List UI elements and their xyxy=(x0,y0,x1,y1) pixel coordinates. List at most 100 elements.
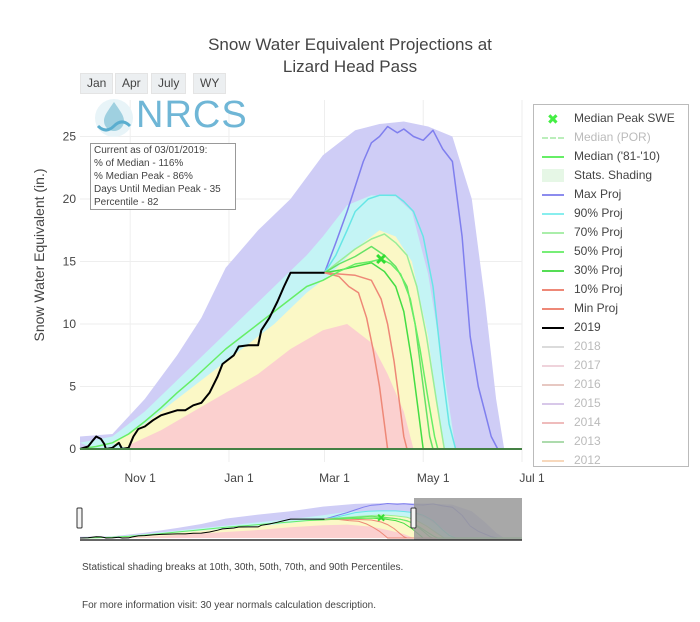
legend-swatch xyxy=(542,346,564,348)
x-tick-label: Jul 1 xyxy=(519,471,545,485)
logo-text: NRCS xyxy=(136,94,248,136)
info-line-pct-median: % of Median - 116% xyxy=(94,158,184,169)
legend-swatch xyxy=(542,403,564,405)
range-button-apr[interactable]: Apr xyxy=(115,73,148,94)
legend-swatch xyxy=(542,270,564,272)
current-conditions-box: Current as of 03/01/2019: % of Median - … xyxy=(90,143,236,210)
legend-item[interactable]: 2019 xyxy=(534,318,684,337)
info-line-pct-median-peak: % Median Peak - 86% xyxy=(94,171,193,182)
legend-item[interactable]: ✖ Median Peak SWE xyxy=(534,109,684,128)
legend-item[interactable]: 2015 xyxy=(534,394,684,413)
y-tick-label: 25 xyxy=(63,130,77,144)
series-30-proj[interactable] xyxy=(324,262,523,450)
legend-label: 50% Proj xyxy=(574,244,623,258)
legend-item[interactable]: 2013 xyxy=(534,432,684,451)
legend-label: 30% Proj xyxy=(574,263,623,277)
legend-swatch xyxy=(542,289,564,291)
range-button-jan[interactable]: Jan xyxy=(80,73,114,94)
y-tick-label: 0 xyxy=(69,442,76,456)
x-tick-label: Jan 1 xyxy=(224,471,254,485)
legend-label: Median (POR) xyxy=(574,130,651,144)
legend-item[interactable]: Stats. Shading xyxy=(534,166,684,185)
range-slider-left-handle[interactable] xyxy=(76,507,83,529)
median-peak-marker[interactable] xyxy=(376,253,387,265)
legend-swatch xyxy=(542,137,564,139)
legend-swatch xyxy=(542,169,564,182)
x-tick-label: Mar 1 xyxy=(319,471,350,485)
legend-label: 90% Proj xyxy=(574,206,623,220)
legend-item[interactable]: 2017 xyxy=(534,356,684,375)
chart-title-line2: Lizard Head Pass xyxy=(282,57,418,76)
legend-item[interactable]: 30% Proj xyxy=(534,261,684,280)
range-button-wy[interactable]: WY xyxy=(193,73,227,94)
info-line-days-until-peak: Days Until Median Peak - 35 xyxy=(94,184,221,195)
slider-series-min-proj xyxy=(324,518,522,539)
y-tick-label: 10 xyxy=(63,317,77,331)
chart-title: Snow Water Equivalent Projections at Liz… xyxy=(0,34,700,78)
slider-series-2019 xyxy=(79,518,325,539)
legend-item[interactable]: 70% Proj xyxy=(534,223,684,242)
chart-title-line1: Snow Water Equivalent Projections at xyxy=(208,35,492,54)
legend-label: 2017 xyxy=(574,358,601,372)
series-max-proj[interactable] xyxy=(323,125,523,450)
legend-label: 2018 xyxy=(574,339,601,353)
legend-swatch xyxy=(542,232,564,234)
legend-item[interactable]: Median ('81-'10) xyxy=(534,147,684,166)
slider-series-10-proj xyxy=(324,518,522,539)
range-slider-right-handle[interactable] xyxy=(410,507,417,529)
legend-swatch xyxy=(542,194,564,196)
legend-item[interactable]: 2012 xyxy=(534,451,684,470)
x-tick-label: Nov 1 xyxy=(125,471,157,485)
shading-bands xyxy=(80,121,505,449)
footnote-more-info[interactable]: For more information visit: 30 year norm… xyxy=(82,600,377,611)
legend-item[interactable]: 2018 xyxy=(534,337,684,356)
slider-median-peak-marker xyxy=(377,513,385,522)
legend-label: 2019 xyxy=(574,320,601,334)
legend-swatch xyxy=(542,156,564,158)
legend-label: 2016 xyxy=(574,377,601,391)
y-axis-label: Snow Water Equivalent (in.) xyxy=(31,169,47,342)
legend-label: 2015 xyxy=(574,396,601,410)
legend-swatch xyxy=(542,213,564,215)
legend-label: 2012 xyxy=(574,453,601,467)
legend-item[interactable]: 2016 xyxy=(534,375,684,394)
legend-label: Median Peak SWE xyxy=(574,111,675,125)
series-median-81-10-[interactable] xyxy=(79,258,522,450)
legend-label: Median ('81-'10) xyxy=(574,149,660,163)
chart-legend: ✖ Median Peak SWE Median (POR) Median ('81-… xyxy=(533,104,689,467)
nrcs-logo: NRCS xyxy=(92,94,247,140)
legend-label: Min Proj xyxy=(574,301,619,315)
range-slider[interactable] xyxy=(76,498,522,541)
legend-item[interactable]: 50% Proj xyxy=(534,242,684,261)
range-slider-mask xyxy=(414,498,522,540)
x-tick-label: May 1 xyxy=(417,471,450,485)
legend-item[interactable]: Max Proj xyxy=(534,185,684,204)
legend-item[interactable]: Median (POR) xyxy=(534,128,684,147)
legend-item[interactable]: Min Proj xyxy=(534,299,684,318)
series-10-proj[interactable] xyxy=(324,272,523,450)
y-tick-label: 5 xyxy=(69,380,76,394)
series-70-proj[interactable] xyxy=(324,233,523,450)
series-min-proj[interactable] xyxy=(324,272,523,450)
range-button-july[interactable]: July xyxy=(151,73,187,94)
legend-swatch xyxy=(542,251,564,253)
legend-label: Max Proj xyxy=(574,187,622,201)
legend-label: 70% Proj xyxy=(574,225,623,239)
legend-label: 10% Proj xyxy=(574,282,623,296)
series-90-proj[interactable] xyxy=(323,194,523,450)
logo-wave-icon xyxy=(96,120,132,132)
legend-swatch xyxy=(542,384,564,386)
band-p10-min xyxy=(128,324,414,449)
axes: 0 5 10 15 20 25 Nov 1 Jan 1 Mar 1 May 1 Jul 1 xyxy=(63,130,545,486)
legend-item[interactable]: 10% Proj xyxy=(534,280,684,299)
legend-item[interactable]: 2014 xyxy=(534,413,684,432)
legend-swatch xyxy=(542,327,564,329)
legend-label: 2014 xyxy=(574,415,601,429)
legend-swatch xyxy=(542,441,564,443)
legend-item[interactable]: 90% Proj xyxy=(534,204,684,223)
footnote-shading: Statistical shading breaks at 10th, 30th… xyxy=(82,562,404,573)
legend-label: Stats. Shading xyxy=(574,168,653,182)
legend-swatch xyxy=(542,460,564,462)
legend-label: 2013 xyxy=(574,434,601,448)
